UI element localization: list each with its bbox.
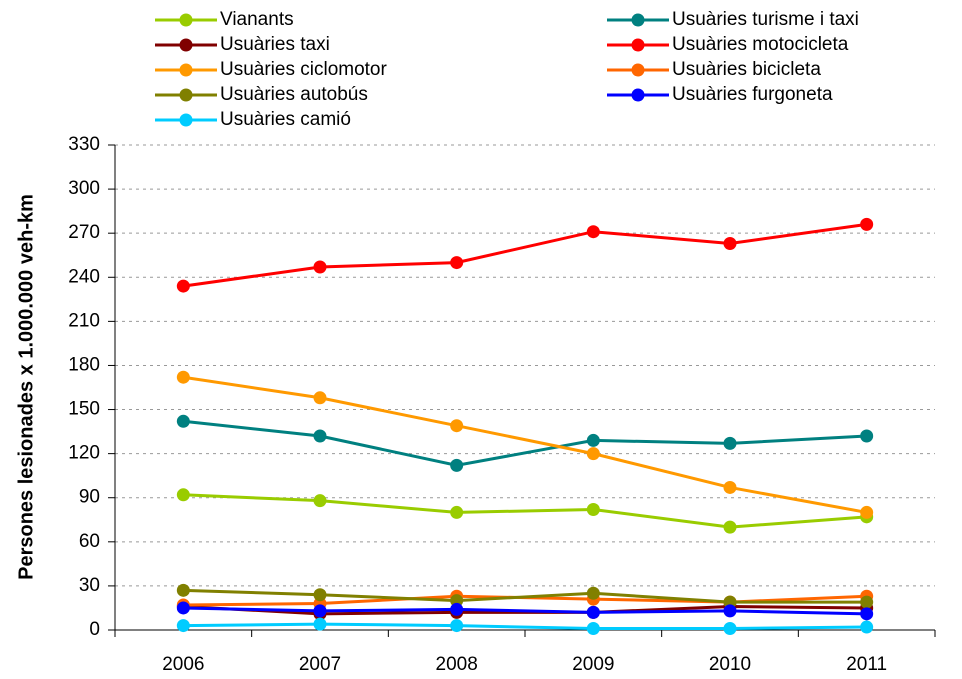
- y-tick-label: 60: [79, 531, 100, 552]
- point: [723, 436, 737, 450]
- point: [723, 622, 737, 636]
- y-tick-label: 210: [68, 310, 100, 331]
- point: [313, 429, 327, 443]
- point: [176, 601, 190, 615]
- point: [176, 488, 190, 502]
- point: [450, 602, 464, 616]
- point: [586, 605, 600, 619]
- legend-marker: [179, 38, 193, 52]
- legend-marker: [631, 13, 645, 27]
- y-tick-label: 300: [68, 178, 100, 199]
- legend-label: Usuàries autobús: [220, 84, 368, 105]
- point: [860, 607, 874, 621]
- point: [313, 391, 327, 405]
- legend-marker: [179, 63, 193, 77]
- point: [860, 217, 874, 231]
- series-line: [183, 375, 867, 514]
- series-line: [183, 588, 867, 604]
- y-tick-label: 240: [68, 266, 100, 287]
- legend-label: Vianants: [220, 9, 294, 30]
- legend-label: Usuàries motocicleta: [672, 34, 849, 55]
- legend-label: Usuàries taxi: [220, 34, 330, 55]
- point: [176, 583, 190, 597]
- x-tick-label: 2010: [709, 654, 751, 675]
- point: [586, 447, 600, 461]
- legend-label: Usuàries camió: [220, 109, 351, 130]
- point: [586, 586, 600, 600]
- y-tick-label: 90: [79, 487, 100, 508]
- y-tick-label: 120: [68, 443, 100, 464]
- point: [723, 236, 737, 250]
- x-tick-label: 2007: [299, 654, 341, 675]
- y-tick-label: 30: [79, 575, 100, 596]
- point: [176, 370, 190, 384]
- series-line: [183, 419, 867, 467]
- series-line: [183, 622, 867, 631]
- point: [723, 520, 737, 534]
- y-tick-label: 270: [68, 222, 100, 243]
- point: [723, 480, 737, 494]
- legend-marker: [179, 113, 193, 127]
- point: [586, 502, 600, 516]
- point: [313, 260, 327, 274]
- point: [313, 494, 327, 508]
- point: [450, 256, 464, 270]
- y-tick-label: 330: [68, 134, 100, 155]
- legend-marker: [631, 63, 645, 77]
- point: [860, 429, 874, 443]
- y-tick-label: 150: [68, 399, 100, 420]
- x-tick-label: 2009: [572, 654, 614, 675]
- x-tick-label: 2006: [162, 654, 204, 675]
- point: [860, 620, 874, 634]
- legend-label: Usuàries turisme i taxi: [672, 9, 859, 30]
- point: [313, 588, 327, 602]
- point: [586, 225, 600, 239]
- point: [450, 458, 464, 472]
- y-axis-label: Persones lesionades x 1.000.000 veh-km: [15, 194, 37, 580]
- y-tick-label: 180: [68, 354, 100, 375]
- point: [176, 279, 190, 293]
- legend-marker: [631, 88, 645, 102]
- series-line: [183, 222, 867, 288]
- point: [450, 419, 464, 433]
- point: [723, 604, 737, 618]
- legend-marker: [179, 88, 193, 102]
- point: [586, 622, 600, 636]
- point: [313, 604, 327, 618]
- point: [176, 619, 190, 633]
- series-line: [183, 493, 867, 529]
- legend-label: Usuàries ciclomotor: [220, 59, 387, 80]
- point: [860, 505, 874, 519]
- point: [860, 595, 874, 609]
- point: [313, 617, 327, 631]
- y-tick-label: 0: [89, 619, 100, 640]
- point: [450, 505, 464, 519]
- x-tick-label: 2011: [846, 654, 887, 675]
- legend-marker: [631, 38, 645, 52]
- x-tick-label: 2008: [436, 654, 478, 675]
- point: [450, 619, 464, 633]
- series-line: [183, 606, 867, 616]
- legend-label: Usuàries bicicleta: [672, 59, 821, 80]
- point: [176, 414, 190, 428]
- legend-marker: [179, 13, 193, 27]
- legend-label: Usuàries furgoneta: [672, 84, 833, 105]
- point: [586, 433, 600, 447]
